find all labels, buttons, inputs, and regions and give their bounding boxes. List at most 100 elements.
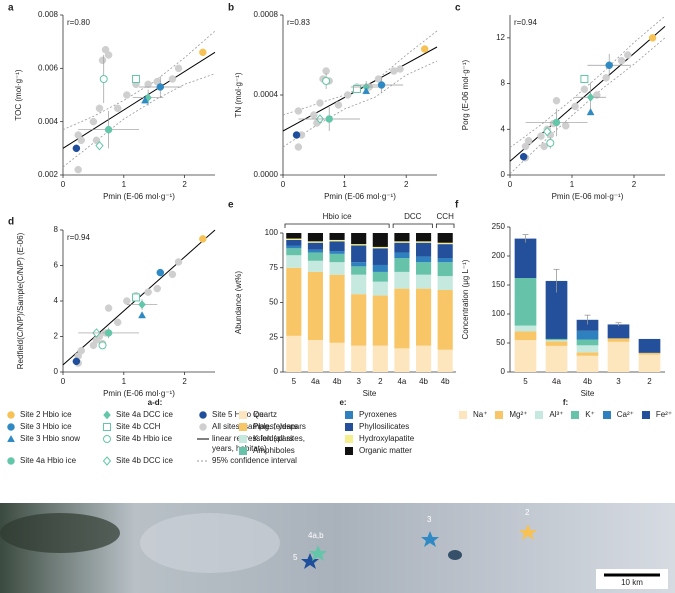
y-tick-label: 12 — [496, 33, 505, 42]
bar-segment — [607, 324, 630, 339]
bar-segment — [576, 352, 599, 356]
bar-segment — [351, 294, 367, 346]
legend-grid: Na⁺ Mg²⁺ Al³⁺ K⁺ Ca²⁺ Fe²⁺ — [458, 410, 673, 420]
legend-item: All sites, samples, years — [197, 422, 307, 432]
site-label: 2 — [525, 508, 530, 517]
confidence-line — [282, 30, 438, 116]
bar-segment — [514, 325, 537, 332]
bar-segment — [415, 233, 432, 242]
legend-item: Site 5 Hbio ice — [197, 410, 307, 420]
marker — [352, 85, 361, 93]
x-tick-label: 3 — [616, 377, 621, 386]
marker — [123, 297, 131, 305]
marker — [74, 165, 82, 174]
bar-segment — [545, 280, 568, 339]
bar-segment — [415, 241, 432, 243]
marker — [7, 423, 15, 431]
marker — [374, 75, 383, 83]
legend-label: Mg²⁺ — [509, 410, 528, 419]
bar-segment — [415, 274, 432, 289]
x-axis-label: Pmin (E-06 mol·g⁻¹) — [552, 192, 624, 201]
bar-segment — [329, 233, 345, 240]
annotation: r=0.94 — [514, 18, 537, 27]
x-tick-label: 2 — [378, 377, 383, 386]
x-tick-label: 3 — [356, 377, 361, 386]
marker — [131, 293, 140, 302]
bar-segment — [638, 352, 661, 355]
bar-segment — [351, 245, 367, 263]
y-tick-label: 0.0004 — [254, 90, 279, 99]
group-label: CCH — [437, 212, 455, 221]
y-axis-label: Abundance (wt%) — [234, 271, 243, 334]
marker — [648, 34, 657, 42]
y-tick-label: 75 — [269, 263, 278, 272]
regression-line — [509, 26, 666, 162]
group-label: DCC — [404, 212, 422, 221]
bar-segment — [576, 355, 599, 372]
legend-swatch — [345, 435, 353, 443]
marker — [156, 83, 165, 91]
legend-swatch — [345, 423, 353, 431]
y-tick-label: 4 — [501, 124, 506, 133]
legend-label: Pyroxenes — [359, 410, 397, 419]
bar-segment — [437, 289, 453, 350]
bar-segment — [394, 258, 410, 272]
bar-segment — [437, 233, 453, 243]
bar-segment — [329, 239, 345, 242]
bar-segment — [394, 233, 410, 242]
legend-label: Fe²⁺ — [655, 410, 673, 419]
marker — [199, 411, 207, 419]
marker — [586, 92, 595, 102]
satellite-map: 5 4a,b 3 2 10 km — [0, 503, 675, 593]
bar-segment — [286, 248, 302, 256]
marker — [580, 75, 589, 83]
site-star — [309, 545, 327, 561]
legend-item: 95% confidence interval — [197, 456, 307, 466]
legend-label: Amphiboles — [253, 446, 295, 455]
legend-icon — [197, 438, 209, 440]
bar-segment — [607, 341, 630, 372]
panel-letter: e — [228, 200, 234, 211]
marker — [199, 48, 207, 57]
marker — [537, 132, 545, 140]
bar-segment — [415, 256, 432, 263]
legend-icon — [345, 411, 353, 419]
y-tick-label: 0 — [501, 367, 506, 376]
bar-segment — [394, 252, 410, 259]
bar-segment — [638, 338, 661, 353]
y-tick-label: 0.0008 — [254, 10, 279, 19]
legend-icon — [199, 411, 207, 419]
legend-a-d: a-d: Site 2 Hbio ice Site 3 Hbio ice Site … — [5, 398, 305, 466]
panel-letter: c — [455, 3, 461, 14]
marker — [377, 81, 386, 89]
bar-segment — [351, 266, 367, 275]
bar-segment — [329, 253, 345, 263]
legend-item: Site 4b DCC ice — [101, 456, 191, 466]
marker — [89, 117, 98, 126]
legend-title: e: — [339, 398, 347, 407]
x-tick-label: 2 — [182, 180, 187, 189]
legend-label: Site 4b DCC ice — [116, 456, 173, 465]
marker — [102, 456, 112, 466]
y-tick-label: 8 — [54, 225, 59, 234]
bar-segment — [307, 271, 324, 341]
marker — [153, 284, 161, 293]
x-tick-label: 2 — [632, 180, 637, 189]
legend-icon — [7, 434, 15, 443]
x-tick-label: 4a — [311, 377, 320, 386]
terrain — [0, 513, 120, 553]
bar-segment — [576, 345, 599, 353]
marker — [98, 341, 107, 350]
y-axis-label: Concentration (μg L⁻¹) — [461, 259, 470, 339]
marker — [322, 77, 331, 85]
legend-label: 95% confidence interval — [212, 456, 297, 465]
legend-label: Plag. feldspars — [253, 422, 306, 431]
bar-segment — [307, 249, 324, 253]
y-tick-label: 0.008 — [38, 10, 59, 19]
legend-icon — [7, 423, 15, 431]
bar-segment — [415, 242, 432, 257]
annotation: r=0.94 — [67, 233, 90, 242]
bar-segment — [394, 241, 410, 243]
legend-swatch — [571, 411, 580, 419]
